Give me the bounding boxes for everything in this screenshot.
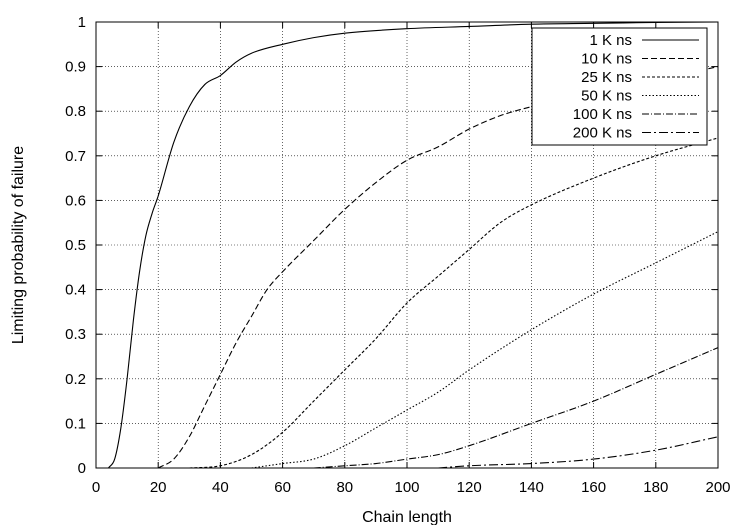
legend-label: 10 K ns xyxy=(581,51,632,68)
x-tick-label: 120 xyxy=(457,479,482,496)
x-tick-label: 200 xyxy=(705,479,730,496)
series-line-0 xyxy=(107,21,719,469)
series-line-2 xyxy=(189,137,719,469)
x-tick-label: 160 xyxy=(581,479,606,496)
x-tick-label: 180 xyxy=(643,479,668,496)
x-tick-label: 140 xyxy=(519,479,544,496)
x-axis-label: Chain length xyxy=(362,509,452,525)
y-tick-label: 0.2 xyxy=(65,371,86,388)
tick-marks xyxy=(95,21,719,469)
legend-box xyxy=(531,27,708,146)
x-tick-label: 60 xyxy=(274,479,291,496)
x-tick-label: 40 xyxy=(212,479,229,496)
y-tick-label: 0.6 xyxy=(65,192,86,209)
x-tick-label: 100 xyxy=(394,479,419,496)
series-lines xyxy=(107,21,719,469)
series-line-5 xyxy=(438,436,719,469)
y-tick-label: 0 xyxy=(78,460,86,477)
series-line-3 xyxy=(251,231,719,469)
x-tick-label: 20 xyxy=(150,479,167,496)
legend-label: 1 K ns xyxy=(589,32,632,49)
legend-label: 25 K ns xyxy=(581,69,632,86)
y-tick-label: 0.1 xyxy=(65,415,86,432)
y-tick-label: 0.7 xyxy=(65,148,86,165)
y-axis-label: Limiting probability of failure xyxy=(10,146,27,344)
legend-label: 100 K ns xyxy=(573,106,632,123)
x-tick-label: 80 xyxy=(336,479,353,496)
x-tick-label: 0 xyxy=(92,479,100,496)
y-tick-labels: 0 0.1 0.2 0.3 0.4 0.5 0.6 0.7 0.8 0.9 1 xyxy=(65,14,86,477)
y-tick-label: 0.9 xyxy=(65,59,86,76)
series-line-4 xyxy=(313,347,719,469)
x-tick-labels: 0 20 40 60 80 100 120 140 160 180 200 xyxy=(92,479,731,496)
legend-label: 200 K ns xyxy=(573,125,632,142)
y-tick-label: 0.8 xyxy=(65,103,86,120)
grid xyxy=(96,22,718,468)
y-tick-label: 0.5 xyxy=(65,237,86,254)
y-tick-label: 0.3 xyxy=(65,326,86,343)
y-tick-label: 1 xyxy=(78,14,86,31)
y-tick-label: 0.4 xyxy=(65,282,86,299)
legend-label: 50 K ns xyxy=(581,88,632,105)
series-line-1 xyxy=(157,66,719,469)
